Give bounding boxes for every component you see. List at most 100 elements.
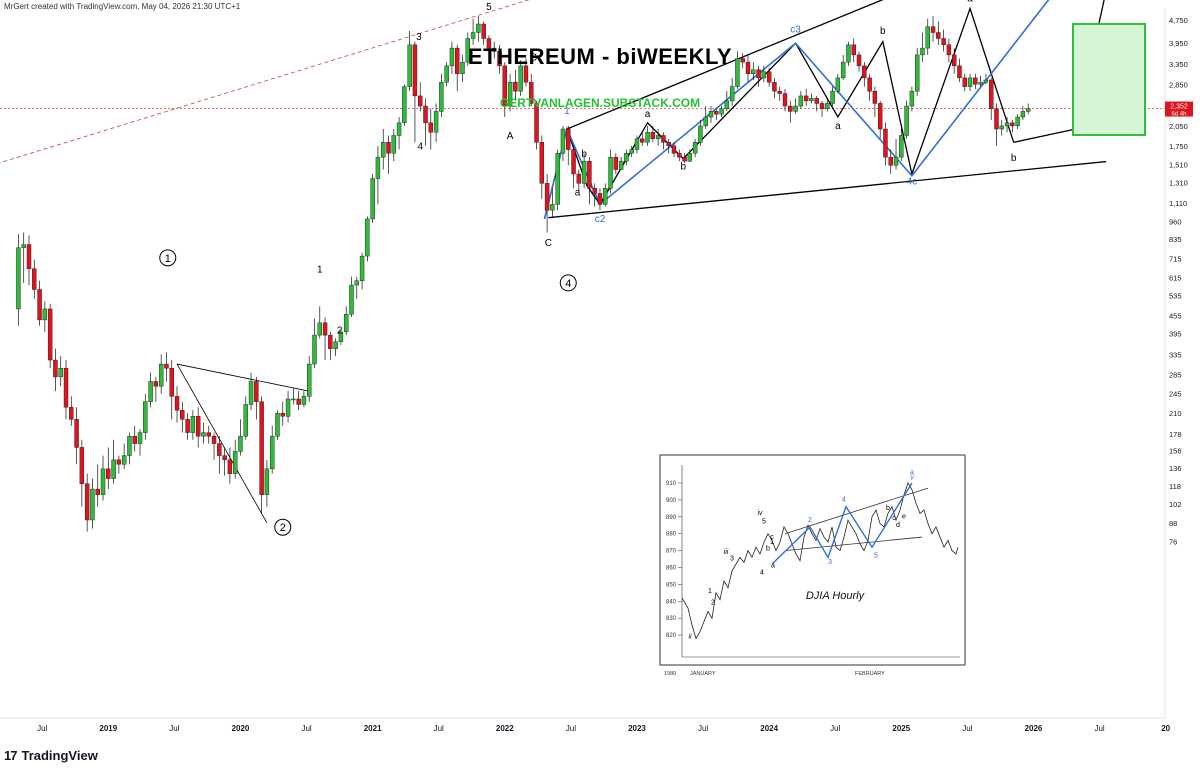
candle-body [243,404,248,437]
candle-body [555,153,560,205]
wedge-line-lower [176,363,268,524]
candle-body [703,116,708,127]
wave-label: a [967,0,973,4]
price-axis-tick: 118 [1169,482,1181,491]
candle-body [618,160,624,170]
candle-body [893,156,899,166]
candle-body [597,193,603,205]
candle-body [69,407,74,420]
candle-body [370,178,375,220]
candle-body [661,135,666,143]
candle-body [671,145,677,154]
candle-body [386,142,391,154]
candle-body [449,47,455,67]
candle-body [835,77,841,92]
candle-body [925,26,930,49]
candle-body [967,77,973,87]
candle-body [825,103,830,109]
time-axis-tick: Jul [37,724,47,733]
price-axis-tick: 835 [1169,235,1182,244]
candle-body [296,398,301,405]
time-axis-tick: Jul [301,724,311,733]
candle-body [740,58,745,63]
wedge-line-upper [176,363,310,392]
candle-body [195,415,201,437]
candle-body [492,47,497,52]
candle-body [518,65,523,92]
candle-body [428,122,433,133]
time-axis-tick: Jul [566,724,576,733]
candle-body [232,451,238,474]
inset-axis-label: 870 [666,549,677,555]
candle-body [185,419,190,433]
candle-body [106,468,111,479]
inset-wave-label: 4 [842,497,846,504]
candle-body [862,65,867,79]
candle-body [349,284,354,315]
wave-label-blue: c2 [595,214,606,225]
candle-body [624,153,629,162]
inset-wave-label: 3 [730,556,734,563]
candle-body [846,44,851,63]
price-axis-tick: 156 [1169,447,1182,456]
candle-body [222,455,227,461]
price-axis-tick: 395 [1169,330,1182,339]
price-axis-tick: 1,510 [1169,160,1188,169]
candle-body [872,90,878,104]
price-axis-tick: 178 [1169,430,1182,439]
candle-body [640,138,645,143]
price-axis-tick: 1,310 [1169,178,1188,187]
wave-degree-label: 1 [165,253,171,265]
candle-body [322,322,328,336]
candle-body [248,381,254,405]
candle-body [95,488,100,495]
candle-body [724,100,730,109]
time-axis-tick: Jul [698,724,708,733]
price-axis-tick: 335 [1169,350,1182,359]
candle-body [1026,108,1031,112]
price-axis-tick: 3,950 [1169,39,1188,48]
candle-body [729,86,735,102]
candle-body [502,65,508,107]
chart-subtitle-link[interactable]: GERTVANLAGEN.SUBSTACK.COM [499,96,701,110]
price-axis-tick: 535 [1169,291,1182,300]
wave-label: b [880,26,886,37]
price-axis-tick: 2,050 [1169,122,1188,131]
candle-body [264,468,270,495]
candle-body [973,77,978,85]
tradingview-logo[interactable]: 17 TradingView [4,748,98,763]
candle-body [148,381,153,402]
candle-body [613,156,619,170]
candle-body [359,255,365,282]
candle-body [698,125,703,143]
candle-body [285,398,291,417]
candle-body [735,58,740,87]
time-axis-tick: 2021 [364,724,382,733]
time-axis-tick: Jul [1094,724,1104,733]
wave5-target-box [1072,23,1146,136]
candle-body [682,156,687,162]
wave-degree-circle [159,249,177,267]
inset-x-label: FEBRUARY [855,671,885,677]
candle-body [174,396,180,411]
chart-attribution: MrGert created with TradingView.com, May… [4,2,241,11]
diagonal-upper-line [566,0,884,130]
inset-channel-lower [784,536,923,551]
price-axis-tick: 715 [1169,255,1182,264]
wave-label: 1 [317,265,323,276]
candle-body [772,81,777,92]
candle-body [1004,122,1010,127]
time-axis-tick: 2022 [496,724,514,733]
price-axis-tick: 88 [1169,519,1177,528]
inset-wave-label: 5 [762,519,766,526]
candle-body [344,314,349,333]
candle-body [650,132,656,140]
candle-body [217,443,222,456]
last-price-value: 2,352 [1170,104,1188,111]
time-axis-tick: Jul [169,724,179,733]
candle-body [751,69,756,74]
inset-wave-label: 1 [770,539,774,546]
candle-body [550,204,555,211]
candle-body [544,183,550,211]
